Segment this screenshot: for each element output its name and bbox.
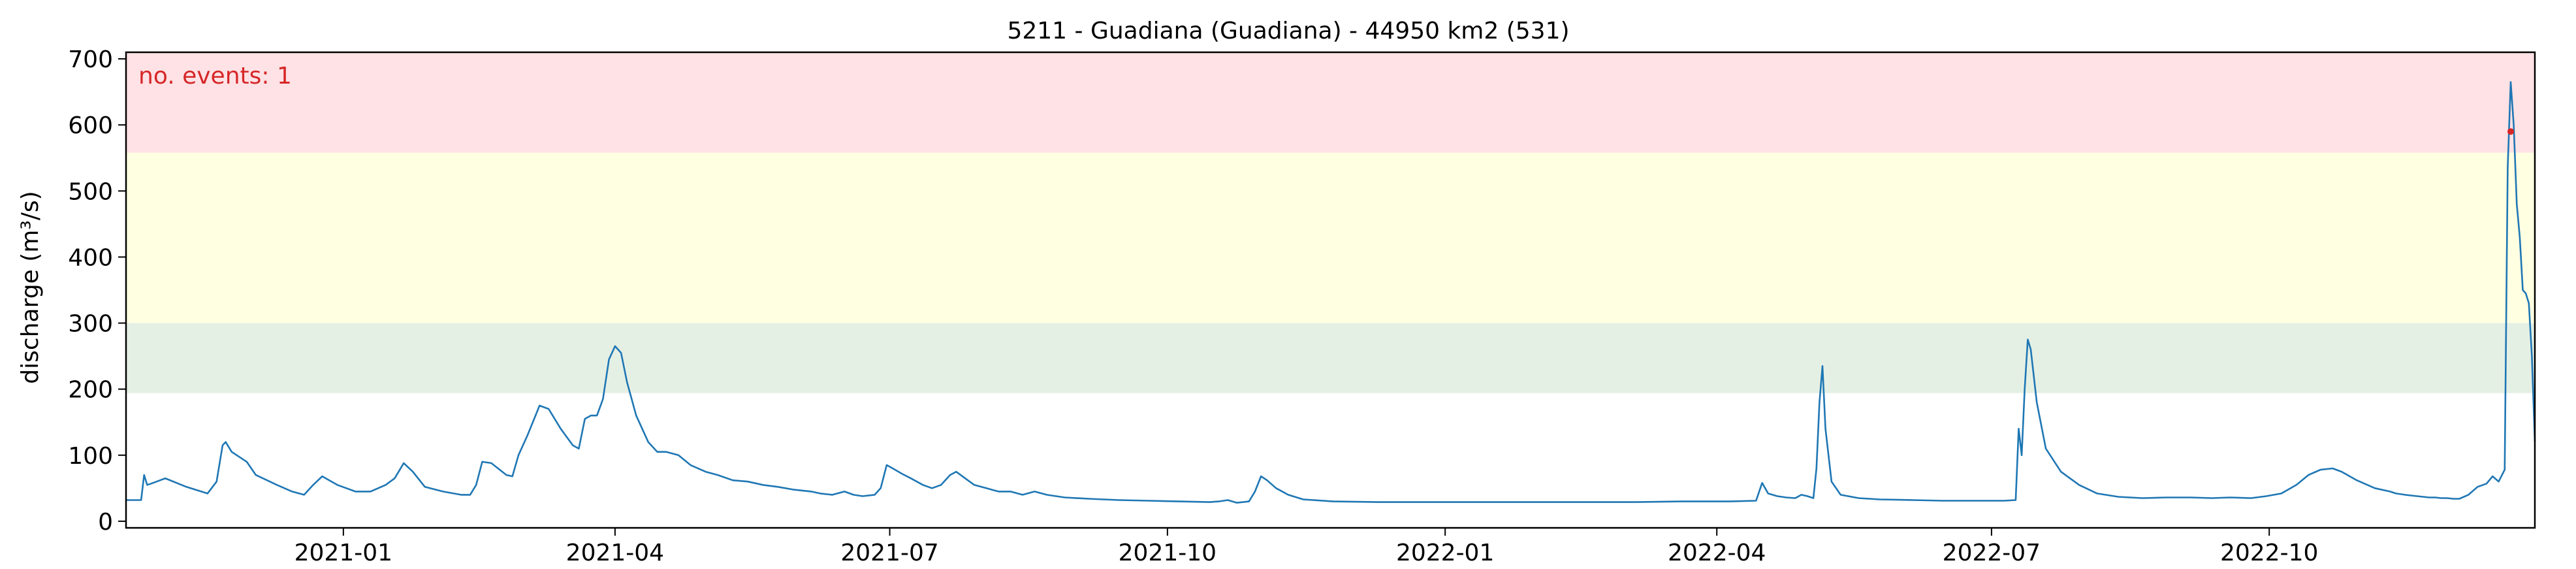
threshold-band — [126, 52, 2535, 153]
x-tick-label: 2022-10 — [2220, 540, 2318, 566]
y-tick-label: 0 — [98, 509, 113, 536]
y-tick-label: 100 — [68, 443, 113, 470]
plot-frame — [125, 51, 2536, 529]
discharge-line — [126, 81, 2536, 504]
x-axis-ticks: 2021-01 2021-04 2021-07 2021-10 2022-01 2022-… — [294, 528, 2318, 566]
y-tick-label: 400 — [68, 244, 113, 271]
y-axis-label: discharge (m³/s) — [17, 191, 44, 383]
x-tick-label: 2022-04 — [1668, 540, 1766, 566]
y-tick-label: 600 — [68, 112, 113, 139]
y-tick-label: 300 — [68, 311, 113, 338]
x-tick-label: 2022-07 — [1943, 540, 2041, 566]
y-axis-ticks: 0 100 200 300 400 500 600 700 — [68, 46, 126, 536]
threshold-bands — [126, 52, 2535, 393]
x-tick-label: 2021-01 — [294, 540, 392, 566]
event-count-annotation: no. events: 1 — [138, 63, 292, 89]
y-tick-label: 500 — [68, 178, 113, 205]
chart-title: 5211 - Guadiana (Guadiana) - 44950 km2 (… — [1007, 18, 1569, 44]
y-tick-label: 700 — [68, 46, 113, 73]
threshold-band — [126, 152, 2535, 323]
discharge-series — [126, 81, 2536, 504]
x-tick-label: 2021-07 — [840, 540, 938, 566]
x-tick-label: 2022-01 — [1396, 540, 1494, 566]
x-tick-label: 2021-04 — [566, 540, 664, 566]
event-markers — [2507, 128, 2515, 135]
y-tick-label: 200 — [68, 377, 113, 404]
x-tick-label: 2021-10 — [1119, 540, 1216, 566]
threshold-band — [126, 323, 2535, 393]
event-marker — [2507, 128, 2515, 135]
